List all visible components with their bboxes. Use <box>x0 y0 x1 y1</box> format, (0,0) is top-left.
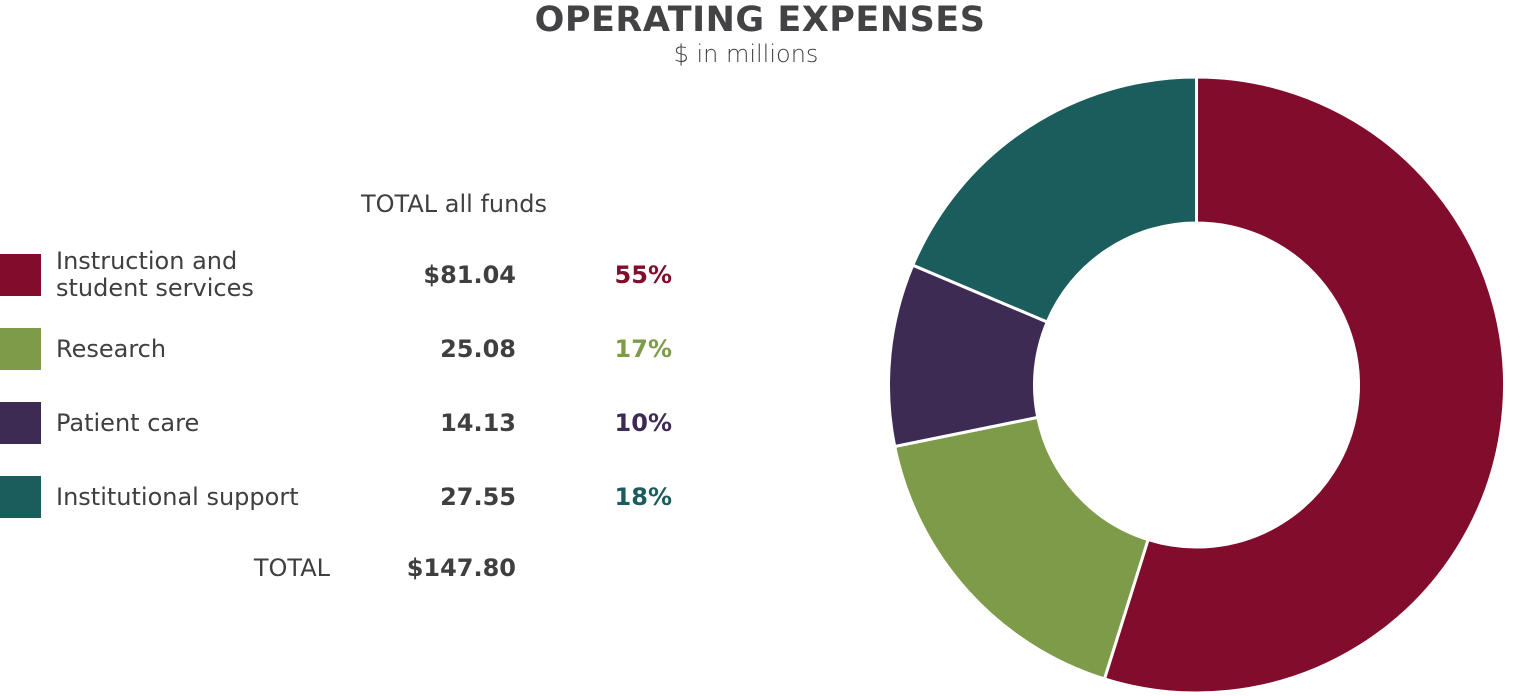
total-value: $147.80 <box>406 554 516 582</box>
legend-swatch <box>0 328 41 370</box>
chart-title: OPERATING EXPENSES <box>534 0 986 40</box>
legend-percent: 55% <box>614 261 672 289</box>
legend-label: Patient care <box>56 409 200 437</box>
total-label: TOTAL <box>253 554 330 582</box>
legend-label: Instruction and student services <box>56 248 254 302</box>
legend-label-line1: Instruction and <box>56 247 238 275</box>
legend-amount: 25.08 <box>440 335 516 363</box>
legend-amount: $81.04 <box>423 261 516 289</box>
legend-amount: 14.13 <box>440 409 516 437</box>
legend-label-line2: student services <box>56 274 254 302</box>
donut-segment-research <box>892 415 1150 681</box>
legend-percent: 10% <box>614 409 672 437</box>
legend-percent: 17% <box>614 335 672 363</box>
legend-percent: 18% <box>614 483 672 511</box>
legend-label: Research <box>56 335 167 363</box>
legend-swatch <box>0 254 41 296</box>
donut-segment-instruction <box>1102 75 1506 695</box>
legend-row-research: Research 25.08 17% <box>0 328 700 370</box>
legend-label: Institutional support <box>56 483 299 511</box>
donut-segments <box>887 75 1506 695</box>
legend-amount: 27.55 <box>440 483 516 511</box>
legend-row-patient-care: Patient care 14.13 10% <box>0 402 700 444</box>
donut-segment-institutional-support <box>910 75 1198 324</box>
legend-swatch <box>0 476 41 518</box>
column-header-total-all-funds: TOTAL all funds <box>361 190 548 218</box>
legend-row-institutional-support: Institutional support 27.55 18% <box>0 476 700 518</box>
chart-subtitle: $ in millions <box>673 40 819 68</box>
legend-row-instruction: Instruction and student services $81.04 … <box>0 248 700 302</box>
legend-swatch <box>0 402 41 444</box>
